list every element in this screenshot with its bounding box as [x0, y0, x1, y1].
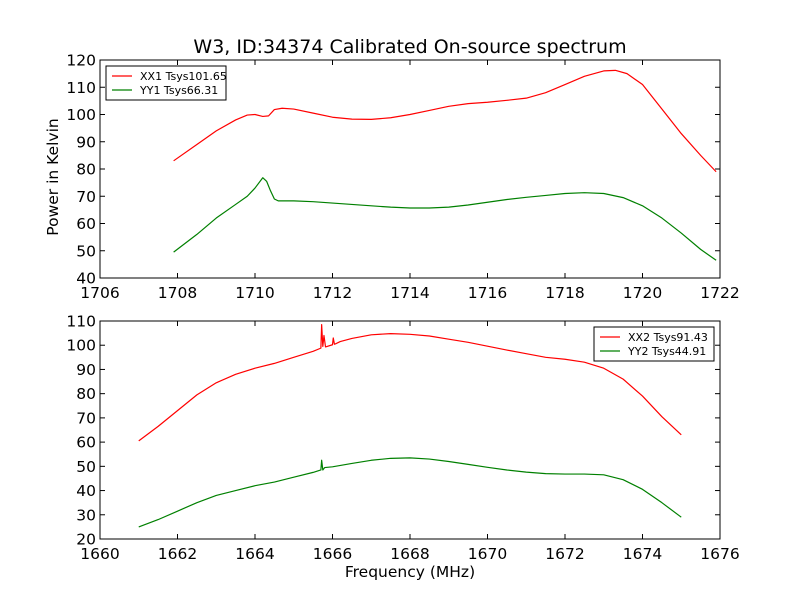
series-line-1-0	[138, 324, 682, 442]
x-tick-label: 1676	[700, 545, 739, 563]
y-tick-label: 40	[76, 482, 96, 500]
legend-entry: YY1 Tsys66.31	[139, 84, 218, 97]
y-tick-label: 40	[76, 270, 96, 288]
x-tick-label: 1708	[158, 284, 197, 302]
x-tick-label: 1720	[623, 284, 662, 302]
chart-title: W3, ID:34374 Calibrated On-source spectr…	[193, 36, 626, 58]
y-tick-label: 110	[66, 79, 96, 97]
y-tick-label: 80	[76, 161, 96, 179]
series-line-0-1	[173, 177, 717, 261]
y-tick-label: 90	[76, 133, 96, 151]
series-line-0-0	[173, 69, 717, 173]
x-tick-label: 1714	[390, 284, 429, 302]
x-tick-label: 1722	[700, 284, 739, 302]
x-axis-label: Frequency (MHz)	[345, 563, 475, 581]
x-tick-label: 1666	[313, 545, 352, 563]
x-tick-label: 1674	[623, 545, 662, 563]
x-tick-label: 1712	[313, 284, 352, 302]
y-tick-label: 90	[76, 361, 96, 379]
y-tick-label: 50	[76, 458, 96, 476]
y-tick-label: 50	[76, 242, 96, 260]
series-line-1-1	[138, 457, 682, 528]
legend-entry: YY2 Tsys44.91	[627, 345, 706, 358]
x-tick-label: 1672	[545, 545, 584, 563]
y-tick-label: 70	[76, 409, 96, 427]
y-tick-label: 100	[66, 337, 96, 355]
y-tick-label: 80	[76, 385, 96, 403]
x-tick-label: 1710	[235, 284, 274, 302]
y-tick-label: 20	[76, 531, 96, 549]
y-tick-label: 110	[66, 313, 96, 331]
x-tick-label: 1668	[390, 545, 429, 563]
legend-entry: XX2 Tsys91.43	[628, 331, 708, 344]
x-tick-label: 1706	[80, 284, 119, 302]
y-tick-label: 70	[76, 188, 96, 206]
x-tick-label: 1670	[468, 545, 507, 563]
y-tick-label: 30	[76, 506, 96, 524]
y-axis-label: Power in Kelvin	[44, 118, 62, 235]
bottom-plot-panel: 1660 1662 1664 1666 1668 1670 1672 1674 1676 20 30…	[66, 313, 739, 564]
x-tick-label: 1660	[80, 545, 119, 563]
legend-box	[105, 65, 227, 101]
x-tick-label: 1664	[235, 545, 274, 563]
top-plot-panel: 1706 1708 1710 1712 1714 1716 1718 1720 1722 40 50…	[66, 52, 739, 303]
x-tick-label: 1662	[158, 545, 197, 563]
y-tick-label: 120	[66, 52, 96, 70]
y-tick-label: 100	[66, 106, 96, 124]
y-tick-label: 60	[76, 215, 96, 233]
x-tick-label: 1718	[545, 284, 584, 302]
legend-entry: XX1 Tsys101.65	[140, 70, 227, 83]
legend-box	[593, 326, 715, 362]
y-tick-label: 60	[76, 434, 96, 452]
x-tick-label: 1716	[468, 284, 507, 302]
